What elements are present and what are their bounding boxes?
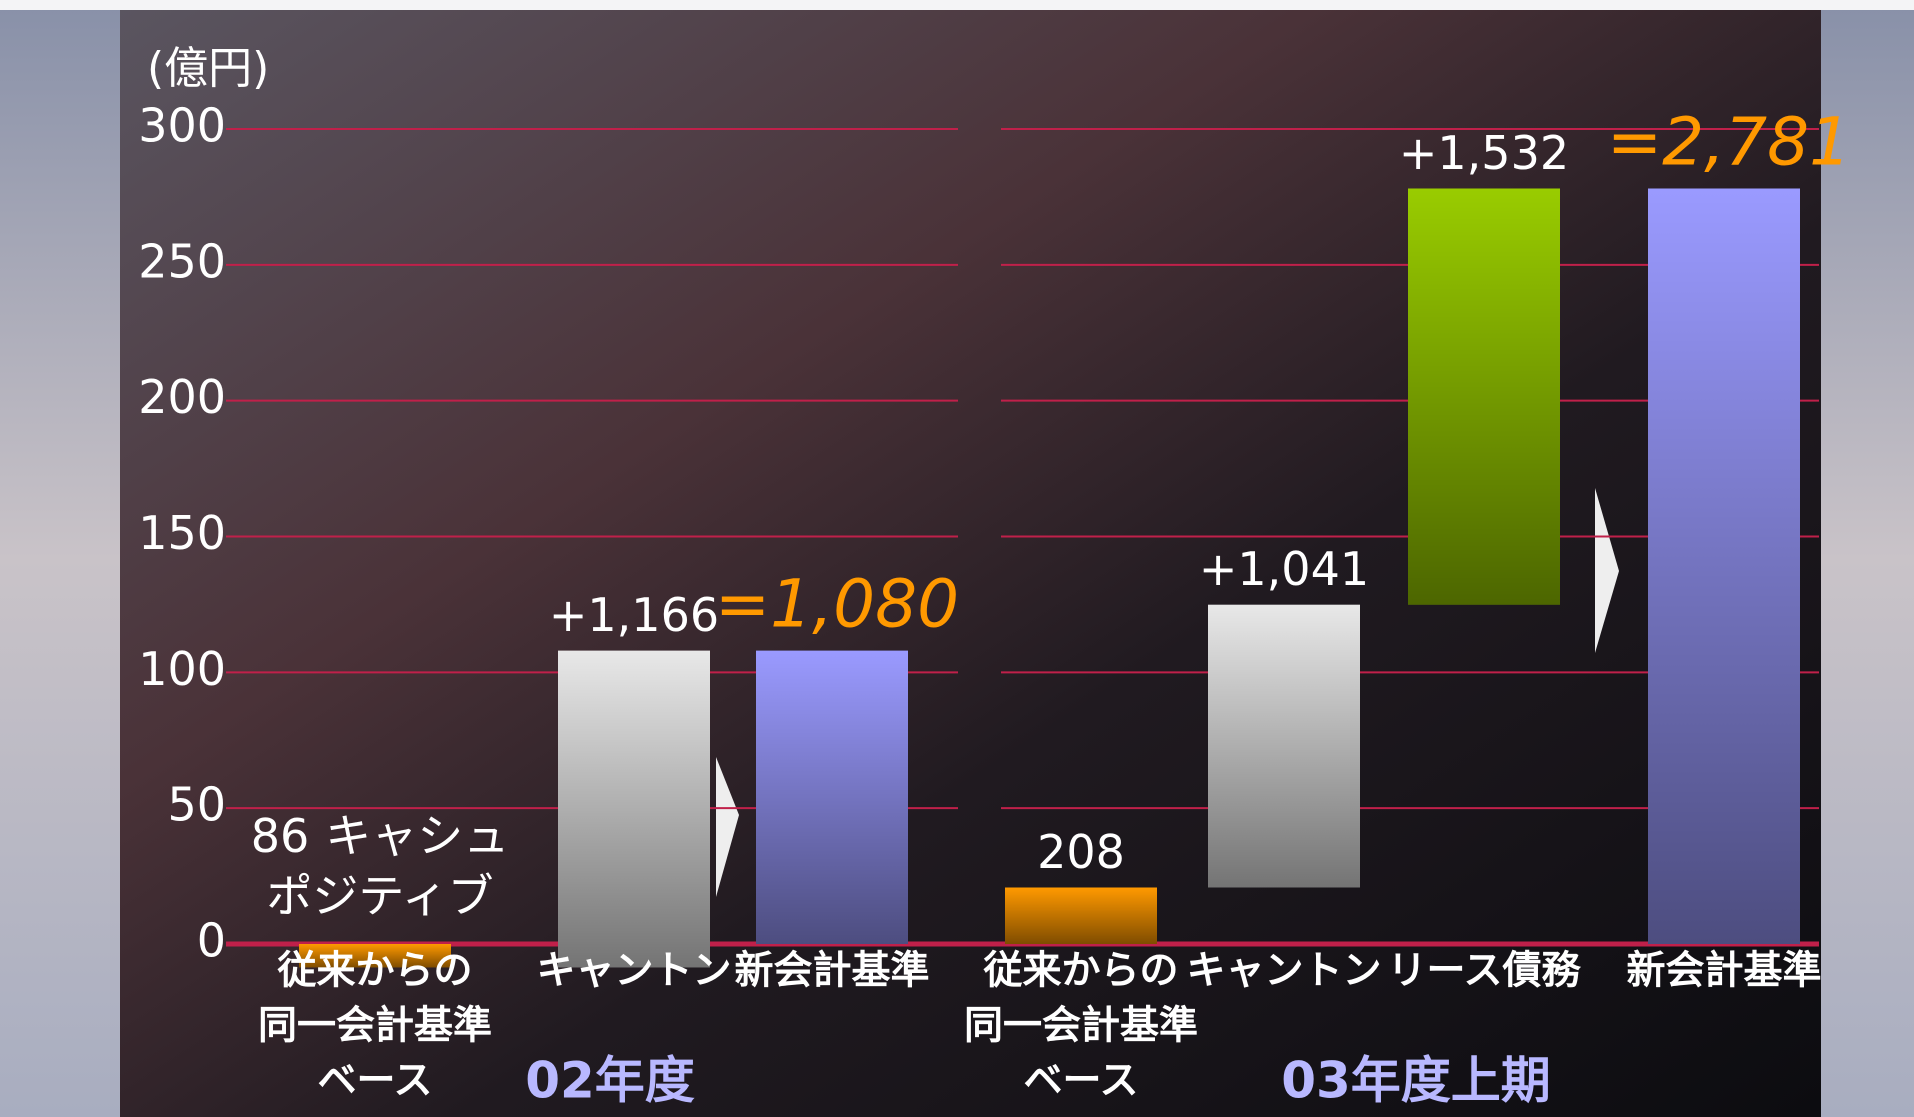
- chart: (億円) 0 50 100 150 200 250 300 02年度 86 キャシュポジティブ従来…: [0, 0, 1914, 1117]
- y-unit: (億円): [147, 43, 269, 94]
- x-tick-label: 新会計基準: [734, 949, 929, 994]
- group-label: 03年度上期: [1281, 1052, 1551, 1110]
- bar-shade: [1005, 887, 1157, 944]
- x-tick-label: 同一会計基準: [258, 1004, 492, 1049]
- page: (億円) 0 50 100 150 200 250 300 02年度 86 キャシュポジティブ従来…: [0, 0, 1914, 1117]
- x-tick-label: ベース: [1023, 1059, 1138, 1104]
- value-label: 208: [1037, 825, 1125, 879]
- bar-shade: [1408, 188, 1560, 604]
- x-tick-label: 同一会計基準: [964, 1004, 1198, 1049]
- bar-shade: [558, 651, 710, 968]
- x-tick-label: キャントン: [536, 949, 731, 994]
- x-tick-label: 従来からの: [276, 949, 472, 994]
- value-label: +1,532: [1399, 126, 1569, 180]
- value-label: +1,166: [549, 588, 719, 642]
- value-label-number: 86: [251, 809, 310, 863]
- x-tick-label: 従来からの: [982, 949, 1178, 994]
- top-strip: [0, 0, 1914, 10]
- bar-shade: [756, 651, 908, 944]
- y-tick-label: 150: [138, 506, 226, 560]
- total-label: =1,080: [715, 566, 959, 643]
- x-tick-label: 新会計基準: [1626, 949, 1821, 994]
- x-tick-label: リース債務: [1387, 949, 1581, 994]
- bar-shade: [1208, 605, 1360, 888]
- annotation: キャシュ: [325, 809, 509, 863]
- x-tick-label: ベース: [317, 1059, 432, 1104]
- annotation: ポジティブ: [266, 869, 493, 923]
- group-label: 02年度: [525, 1052, 695, 1110]
- x-tick-label: キャントン: [1186, 949, 1381, 994]
- y-tick-label: 100: [138, 642, 226, 696]
- y-tick-label: 0: [197, 914, 226, 968]
- value-label: +1,041: [1199, 542, 1369, 596]
- y-tick-label: 300: [138, 99, 226, 153]
- y-tick-label: 250: [138, 234, 226, 288]
- y-tick-label: 200: [138, 370, 226, 424]
- bar-shade: [1648, 188, 1800, 944]
- y-tick-label: 50: [167, 778, 226, 832]
- total-label: =2,781: [1607, 104, 1851, 181]
